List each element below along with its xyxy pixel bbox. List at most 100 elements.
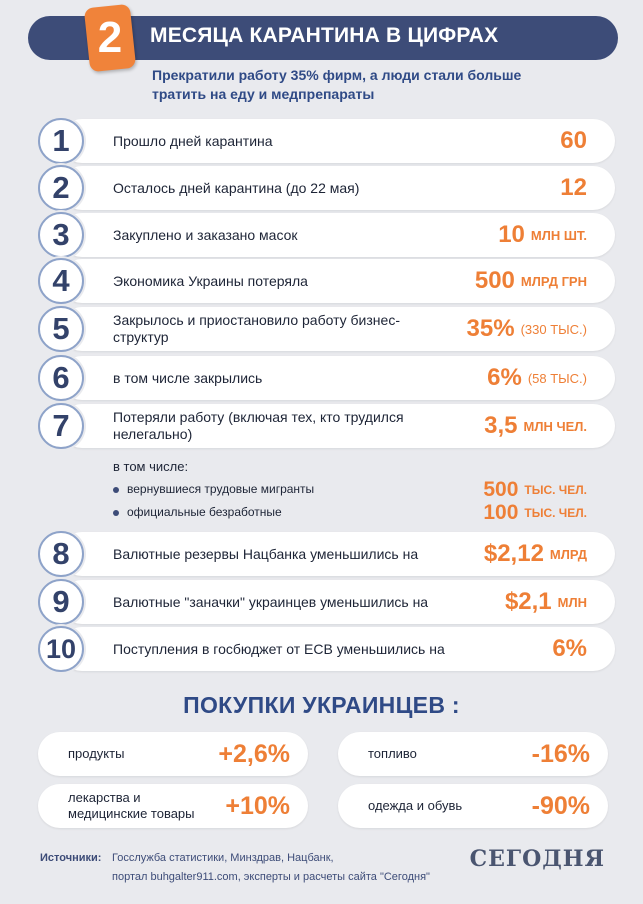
purchase-value: +2,6% bbox=[218, 739, 290, 768]
stat-value: 6% (58 ТЫС.) bbox=[487, 355, 587, 401]
sub-list-item: вернувшиеся трудовые мигранты 500 ТЫС. ЧЕ… bbox=[0, 478, 643, 502]
purchase-label: продукты bbox=[68, 746, 125, 761]
stat-value-number: 6% bbox=[487, 364, 522, 391]
stat-value-unit: МЛРД ГРН bbox=[520, 273, 587, 289]
stat-row: 9 Валютные "заначки" украинцев уменьшили… bbox=[0, 579, 643, 625]
stat-number: 6 bbox=[52, 360, 70, 395]
stat-pill bbox=[60, 119, 615, 163]
stat-value-unit: МЛН bbox=[557, 594, 587, 610]
stat-value-unit: (330 ТЫС.) bbox=[520, 321, 587, 337]
stat-number-circle: 3 bbox=[38, 212, 84, 258]
stat-value: 3,5 МЛН ЧЕЛ. bbox=[484, 403, 587, 449]
stat-label: Потеряли работу (включая тех, кто трудил… bbox=[113, 409, 404, 442]
stat-value-number: $2,12 bbox=[483, 540, 544, 567]
purchase-value: +10% bbox=[225, 791, 290, 820]
badge-number: 2 bbox=[97, 13, 123, 62]
sub-item-unit: ТЫС. ЧЕЛ. bbox=[524, 483, 587, 497]
purchase-label: лекарства и медицинские товары bbox=[68, 790, 195, 821]
stat-pill bbox=[60, 627, 615, 671]
sub-item-value: 500 ТЫС. ЧЕЛ. bbox=[483, 478, 587, 502]
stat-label: Прошло дней карантина bbox=[113, 132, 273, 149]
stat-number-circle: 5 bbox=[38, 306, 84, 352]
stat-value-unit: (58 ТЫС.) bbox=[527, 370, 587, 386]
stat-label: в том числе закрылись bbox=[113, 369, 263, 386]
purchase-label: одежда и обувь bbox=[368, 798, 463, 813]
stat-number-circle: 4 bbox=[38, 258, 84, 304]
stat-number: 9 bbox=[52, 584, 70, 619]
stat-number-circle: 6 bbox=[38, 355, 84, 401]
stat-number-circle: 2 bbox=[38, 165, 84, 211]
stat-pill bbox=[60, 307, 615, 351]
brand-logo: СЕГОДНЯ bbox=[469, 846, 605, 872]
purchase-card: продукты +2,6% bbox=[38, 732, 308, 776]
number-badge: 2 bbox=[83, 3, 137, 73]
stat-number: 5 bbox=[52, 311, 70, 346]
stat-value-number: 6% bbox=[552, 635, 587, 662]
stat-number: 7 bbox=[52, 408, 70, 443]
stat-value-number: $2,1 bbox=[504, 588, 552, 615]
stat-number: 10 bbox=[45, 634, 77, 664]
purchase-label: топливо bbox=[368, 746, 417, 761]
stat-number: 1 bbox=[52, 123, 70, 158]
stat-row: 3 Закуплено и заказано масок 10 МЛН ШТ. bbox=[0, 212, 643, 258]
stat-value-number: 60 bbox=[560, 127, 587, 154]
stat-value: 35% (330 ТЫС.) bbox=[467, 306, 587, 352]
sources-line-2: портал buhgalter911.com, эксперты и расч… bbox=[112, 871, 430, 883]
stat-pill bbox=[60, 580, 615, 624]
stat-number-circle: 8 bbox=[38, 531, 84, 577]
stat-label: Валютные резервы Нацбанка уменьшились на bbox=[113, 545, 419, 562]
stat-pill bbox=[60, 259, 615, 303]
stat-number-circle: 7 bbox=[38, 403, 84, 449]
stat-value-number: 35% bbox=[466, 315, 515, 342]
sub-item-label: официальные безработные bbox=[127, 505, 282, 519]
sub-list-intro: в том числе: bbox=[113, 459, 189, 474]
sub-item-value: 100 ТЫС. ЧЕЛ. bbox=[483, 501, 587, 525]
stat-pill bbox=[60, 356, 615, 400]
purchase-card: топливо -16% bbox=[338, 732, 608, 776]
stat-row: 6 в том числе закрылись 6% (58 ТЫС.) bbox=[0, 355, 643, 401]
stat-value: 60 bbox=[560, 118, 587, 164]
purchase-value: -90% bbox=[531, 791, 590, 820]
page-subtitle: Прекратили работу 35% фирм, а люди стали… bbox=[152, 67, 522, 102]
stat-value-number: 12 bbox=[560, 174, 587, 201]
stat-label: Валютные "заначки" украинцев уменьшились… bbox=[113, 593, 429, 610]
stat-row: 5 Закрылось и приостановило работу бизне… bbox=[0, 306, 643, 352]
sources-label: Источники: bbox=[40, 852, 102, 864]
stat-label: Осталось дней карантина (до 22 мая) bbox=[113, 179, 360, 196]
stat-value-number: 10 bbox=[498, 221, 525, 248]
purchase-card: одежда и обувь -90% bbox=[338, 784, 608, 828]
bullet-icon bbox=[113, 487, 119, 493]
stat-pill bbox=[60, 166, 615, 210]
stat-row: 1 Прошло дней карантина 60 bbox=[0, 118, 643, 164]
stat-pill bbox=[60, 213, 615, 257]
stat-number: 4 bbox=[52, 263, 70, 298]
purchase-value: -16% bbox=[531, 739, 590, 768]
stat-number: 8 bbox=[52, 536, 70, 571]
stat-number: 3 bbox=[52, 217, 70, 252]
stat-value-unit: МЛН ЧЕЛ. bbox=[523, 418, 588, 434]
sub-item-label: вернувшиеся трудовые мигранты bbox=[127, 482, 315, 496]
stat-number: 2 bbox=[52, 170, 70, 205]
stat-value: $2,12 МЛРД bbox=[484, 531, 587, 577]
page-title: МЕСЯЦА КАРАНТИНА В ЦИФРАХ bbox=[150, 24, 499, 47]
sources-line-1: Госслужба статистики, Минздрав, Нацбанк, bbox=[112, 852, 334, 864]
sub-list-item: официальные безработные 100 ТЫС. ЧЕЛ. bbox=[0, 501, 643, 525]
stat-value: 6% bbox=[552, 626, 587, 672]
stat-number-circle: 1 bbox=[38, 118, 84, 164]
stat-label: Закуплено и заказано масок bbox=[113, 226, 298, 243]
stat-value: 10 МЛН ШТ. bbox=[498, 212, 587, 258]
purchase-card: лекарства и медицинские товары +10% bbox=[38, 784, 308, 828]
stat-value: 12 bbox=[560, 165, 587, 211]
stat-value-unit: МЛН ШТ. bbox=[530, 227, 587, 243]
stat-label: Закрылось и приостановило работу бизнес-… bbox=[113, 312, 400, 345]
stat-row: 2 Осталось дней карантина (до 22 мая) 12 bbox=[0, 165, 643, 211]
bullet-icon bbox=[113, 510, 119, 516]
stat-label: Поступления в госбюджет от ЕСВ уменьшили… bbox=[113, 640, 445, 657]
sub-item-unit: ТЫС. ЧЕЛ. bbox=[524, 506, 587, 520]
stat-value: 500 МЛРД ГРН bbox=[475, 258, 587, 304]
stat-row: 8 Валютные резервы Нацбанка уменьшились … bbox=[0, 531, 643, 577]
stat-value-number: 500 bbox=[474, 267, 515, 294]
stat-label: Экономика Украины потеряла bbox=[113, 272, 308, 289]
stat-pill bbox=[60, 404, 615, 448]
purchases-title: ПОКУПКИ УКРАИНЦЕВ : bbox=[183, 692, 460, 718]
